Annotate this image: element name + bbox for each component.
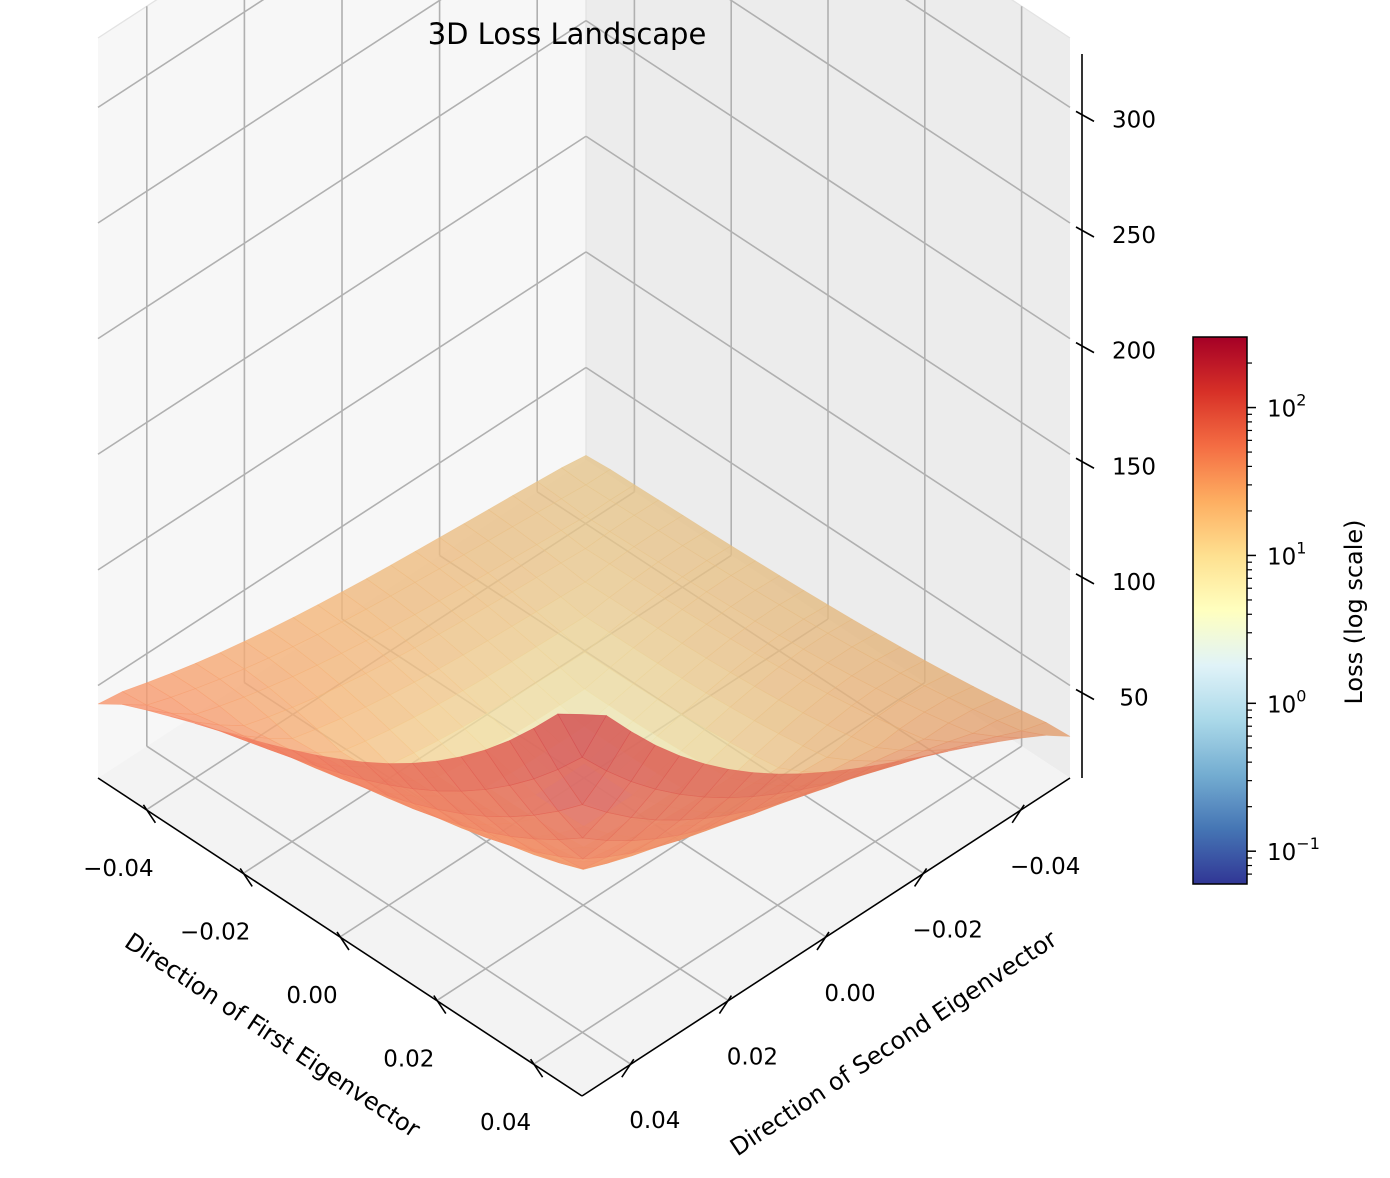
gridline — [585, 19, 1071, 340]
x-tick-label: 0.02 — [383, 1047, 434, 1073]
x-tick-label: 0.00 — [286, 983, 337, 1009]
gridline — [729, 0, 1071, 224]
x-tick-label: −0.04 — [83, 856, 153, 882]
y-tick-mark — [621, 1058, 635, 1078]
gridline — [97, 0, 442, 224]
colorbar-tick-label: 100 — [1267, 686, 1306, 718]
colorbar-tick-exponent: −1 — [1296, 834, 1320, 853]
colorbar-label: Loss (log scale) — [1340, 519, 1368, 704]
y-tick-label: 0.04 — [629, 1108, 680, 1134]
z-tick-mark — [1075, 457, 1095, 469]
gridline — [97, 0, 265, 109]
colorbar-tick-label: 101 — [1267, 538, 1306, 570]
axis-ticks: 0.04 0.02 0.00 −0.02 −0.04 −0.04 −0.02 0.00 0.02… — [83, 107, 1156, 1136]
x-tick-mark — [529, 1058, 544, 1078]
gridline — [146, 745, 632, 1065]
colorbar-tick-label: 10−1 — [1267, 834, 1320, 866]
gridline — [97, 135, 587, 455]
y-tick-label: 0.02 — [727, 1045, 778, 1071]
y-tick-label: 0.00 — [824, 981, 875, 1007]
gridline — [905, 0, 1071, 109]
colorbar-tick-exponent: 2 — [1296, 391, 1306, 410]
y-tick-label: −0.04 — [1010, 854, 1080, 880]
z-tick-mark — [1075, 573, 1095, 585]
x-tick-mark — [142, 804, 157, 824]
gridline — [97, 19, 587, 340]
x-tick-mark — [336, 931, 350, 951]
x-tick-label: 0.04 — [480, 1110, 531, 1136]
z-tick-mark — [1075, 110, 1095, 123]
x-tick-mark — [239, 867, 253, 887]
y-tick-mark — [718, 995, 733, 1015]
chart-title: 3D Loss Landscape — [428, 17, 707, 51]
gridline — [585, 251, 1071, 571]
colorbar-tick-label: 102 — [1267, 391, 1306, 423]
colorbar-tick-exponent: 0 — [1296, 686, 1306, 705]
y-tick-mark — [816, 931, 830, 951]
loss-surface — [97, 455, 1071, 870]
y-tick-mark — [913, 867, 928, 887]
y-tick-label: −0.02 — [912, 917, 982, 943]
gridline — [97, 251, 587, 571]
y-tick-mark — [1011, 804, 1025, 824]
z-tick-label: 300 — [1112, 107, 1156, 133]
z-tick-label: 50 — [1119, 686, 1148, 712]
z-tick-mark — [1075, 688, 1095, 701]
gridline — [585, 135, 1071, 455]
colorbar-gradient — [1192, 336, 1248, 885]
z-tick-label: 250 — [1112, 223, 1156, 249]
surface-patch — [557, 713, 607, 758]
x-tick-mark — [433, 995, 447, 1015]
z-tick-label: 150 — [1112, 454, 1156, 480]
gridline — [97, 366, 587, 687]
z-tick-mark — [1075, 226, 1095, 238]
z-tick-label: 200 — [1112, 339, 1156, 365]
z-tick-label: 100 — [1112, 570, 1156, 596]
x-tick-label: −0.02 — [180, 919, 250, 945]
gridline — [585, 366, 1071, 687]
colorbar-tick-exponent: 1 — [1296, 538, 1306, 557]
z-tick-mark — [1075, 341, 1095, 354]
